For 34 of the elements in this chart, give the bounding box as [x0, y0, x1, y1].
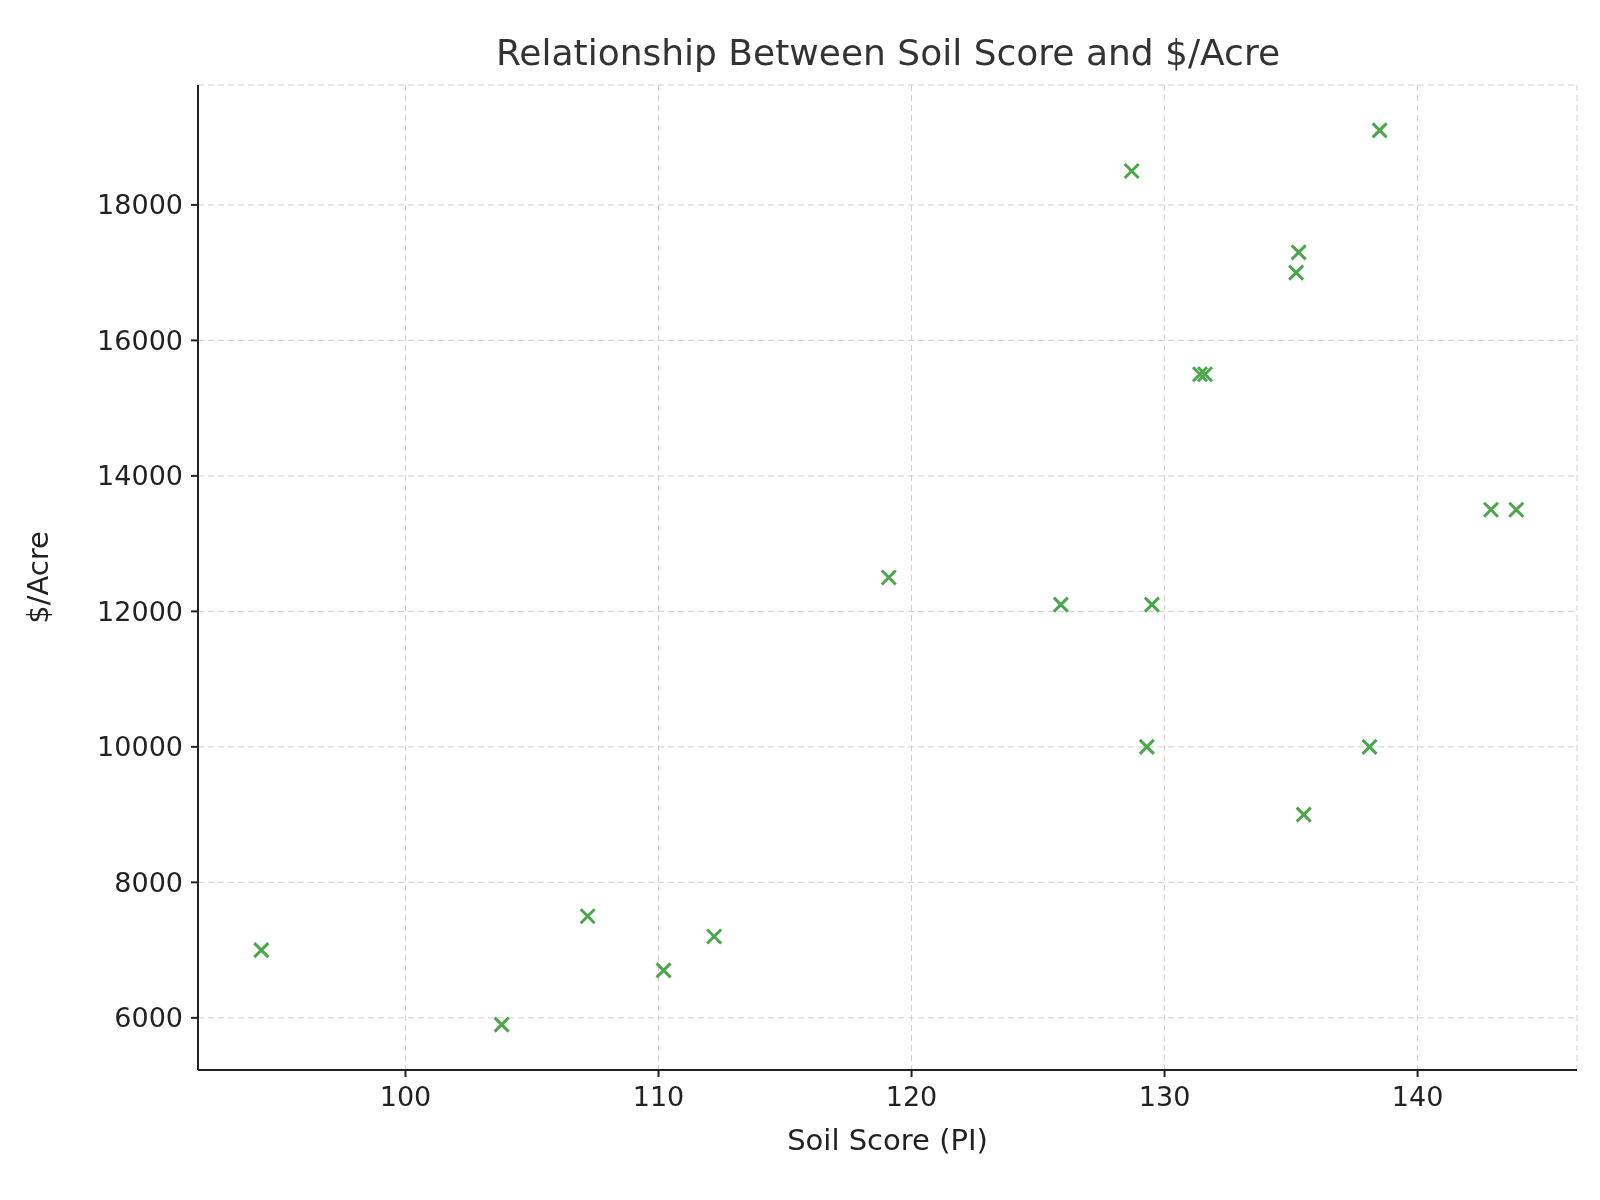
y-tick-label: 14000	[97, 460, 183, 492]
x-tick-label: 120	[885, 1081, 938, 1113]
point	[1482, 501, 1500, 519]
y-tick-label: 12000	[97, 595, 183, 627]
point	[655, 961, 673, 979]
point	[1191, 365, 1209, 383]
point	[705, 928, 723, 946]
y-axis-title: $/Acre	[21, 531, 56, 624]
point	[1143, 596, 1161, 614]
y-tick-label: 8000	[114, 866, 183, 898]
x-tick-label: 140	[1391, 1081, 1444, 1113]
point	[1196, 365, 1214, 383]
point	[1123, 162, 1141, 180]
point	[252, 941, 270, 959]
y-tick-label: 18000	[97, 189, 183, 221]
x-tick-label: 110	[632, 1081, 685, 1113]
point	[1507, 501, 1525, 519]
point	[1290, 243, 1308, 261]
point	[579, 907, 597, 925]
y-tick-label: 10000	[97, 731, 183, 763]
point	[1361, 738, 1379, 756]
y-tick-label: 16000	[97, 324, 183, 356]
y-tick-label: 6000	[114, 1002, 183, 1034]
point	[1052, 596, 1070, 614]
chart-title: Relationship Between Soil Score and $/Acre	[494, 32, 1282, 73]
point	[1295, 806, 1313, 824]
point	[493, 1016, 511, 1034]
x-tick-label: 130	[1138, 1081, 1191, 1113]
point	[1138, 738, 1156, 756]
point	[880, 569, 898, 586]
x-axis-title: Soil Score (PI)	[787, 1123, 988, 1157]
x-tick-label: 100	[379, 1081, 432, 1113]
point	[1371, 121, 1389, 139]
point	[1287, 264, 1305, 282]
